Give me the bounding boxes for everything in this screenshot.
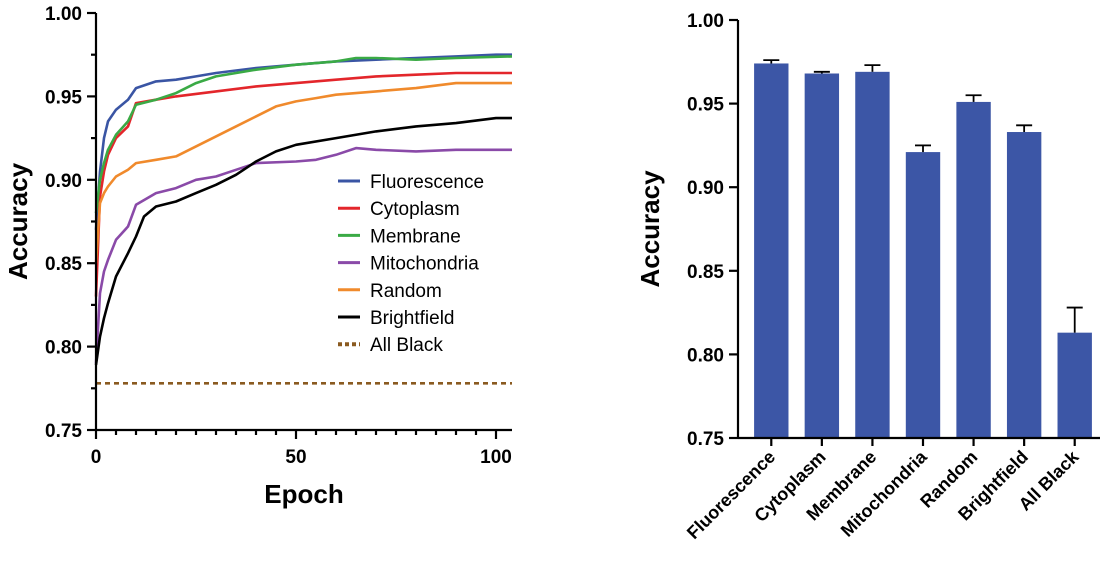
bar [905, 152, 941, 438]
bar [956, 101, 991, 438]
y-tick-label: 0.90 [45, 171, 82, 192]
bar [754, 63, 789, 439]
x-tick-label: 0 [91, 447, 102, 468]
category-label: Mitochondria [837, 446, 932, 541]
y-tick-label: 0.80 [687, 345, 724, 366]
y-tick-label: 1.00 [687, 11, 724, 32]
bar [1006, 132, 1042, 439]
y-tick-label: 0.75 [687, 429, 724, 450]
line-chart: 0.75 0.80 0.85 0.90 0.95 1.00 0 50 100 Epoch Accur… [3, 4, 513, 509]
legend-label: All Black [370, 335, 443, 356]
bar [855, 71, 890, 438]
legend-label: Cytoplasm [370, 199, 460, 220]
legend-label: Brightfield [370, 308, 455, 329]
bar [804, 73, 840, 438]
x-tick-label: 100 [480, 447, 512, 468]
y-tick-label: 0.95 [45, 87, 82, 108]
x-axis-title: Epoch [264, 479, 343, 509]
y-axis-title: Accuracy [3, 162, 33, 280]
series-line-cytoplasm [94, 71, 512, 297]
legend-label: Random [370, 281, 442, 302]
legend-label: Membrane [370, 226, 461, 247]
x-tick-label: 50 [285, 447, 306, 468]
y-tick-label: 0.75 [45, 421, 82, 442]
y-tick-label: 0.90 [687, 178, 724, 199]
y-tick-label: 0.85 [45, 254, 82, 275]
y-tick-label: 0.85 [687, 262, 724, 283]
series-line-fluorescence [94, 53, 512, 230]
y-tick-label: 0.80 [45, 338, 82, 359]
series-line-mitochondria [94, 146, 512, 364]
legend-label: Fluorescence [370, 172, 484, 193]
series-line-brightfield [94, 116, 512, 366]
y-axis-title: Accuracy [635, 170, 665, 288]
bar-chart: FluorescenceCytoplasmMembraneMitochondri… [635, 11, 1100, 543]
series-line-membrane [94, 55, 513, 214]
legend-label: Mitochondria [370, 254, 479, 275]
category-label: Fluorescence [683, 447, 779, 543]
bar [1057, 332, 1092, 438]
y-tick-label: 1.00 [45, 4, 82, 25]
series-line-random [94, 81, 512, 264]
y-tick-label: 0.95 [687, 95, 724, 116]
